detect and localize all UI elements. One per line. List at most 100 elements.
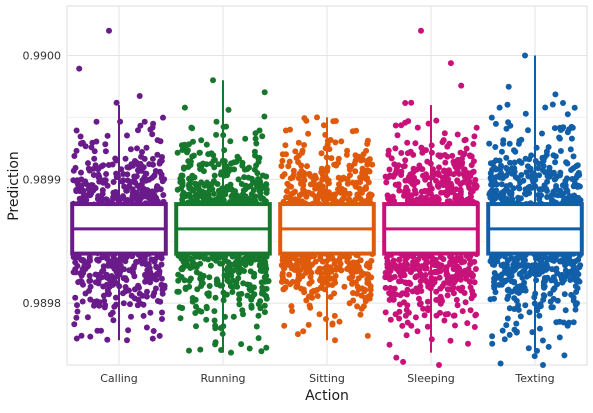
data-point: [457, 149, 464, 156]
data-point: [546, 164, 553, 171]
data-point: [215, 187, 222, 194]
data-point: [73, 187, 80, 193]
data-point: [143, 144, 150, 151]
data-point: [516, 185, 523, 192]
data-point: [198, 137, 205, 144]
data-point: [540, 296, 547, 303]
data-point: [263, 181, 270, 188]
data-point: [235, 275, 242, 282]
data-point: [472, 312, 479, 319]
data-point: [424, 279, 431, 286]
data-point: [263, 173, 270, 180]
data-point: [498, 195, 505, 202]
data-point: [564, 111, 571, 118]
data-point: [543, 148, 550, 155]
data-point: [198, 179, 205, 186]
data-point: [306, 280, 313, 287]
data-point: [135, 127, 141, 134]
data-point: [396, 301, 403, 308]
data-point: [447, 337, 454, 344]
data-point: [144, 193, 150, 200]
data-point: [447, 60, 454, 67]
data-point: [455, 285, 462, 292]
data-point: [515, 306, 522, 313]
data-point: [241, 174, 248, 181]
data-point: [71, 321, 78, 328]
data-point: [73, 314, 80, 321]
data-point: [136, 93, 143, 99]
data-point: [98, 163, 105, 170]
data-point: [557, 127, 564, 133]
data-point: [349, 272, 356, 279]
data-point: [152, 168, 159, 174]
x-tick-label: Calling: [100, 372, 138, 385]
data-point: [320, 183, 326, 190]
data-point: [175, 271, 182, 278]
data-point: [158, 261, 165, 268]
data-point: [536, 312, 543, 319]
data-point: [396, 315, 403, 322]
data-point: [91, 155, 98, 162]
data-point: [355, 153, 362, 160]
data-point: [78, 332, 85, 339]
data-point: [258, 348, 265, 355]
data-point: [332, 118, 339, 124]
data-point: [290, 167, 297, 174]
data-point: [507, 159, 513, 166]
y-tick-label: 0.9899: [23, 173, 62, 186]
data-point: [556, 318, 563, 325]
data-point: [332, 139, 339, 146]
data-point: [181, 104, 188, 111]
data-point: [409, 288, 416, 295]
data-point: [305, 130, 312, 137]
data-point: [143, 324, 150, 331]
data-point: [362, 184, 369, 191]
data-point: [499, 327, 506, 334]
data-point: [396, 308, 403, 315]
data-point: [246, 345, 253, 352]
data-point: [360, 151, 367, 158]
data-point: [458, 270, 465, 277]
x-tick-label: Running: [200, 372, 245, 385]
data-point: [346, 190, 353, 197]
data-point: [129, 193, 136, 200]
data-point: [150, 328, 157, 334]
data-point: [507, 182, 514, 188]
outlier-point: [210, 77, 216, 84]
data-point: [444, 143, 451, 150]
data-point: [304, 163, 310, 170]
data-point: [467, 284, 474, 291]
data-point: [186, 191, 193, 198]
data-point: [253, 323, 260, 330]
data-point: [517, 179, 524, 186]
data-point: [432, 276, 439, 283]
data-point: [394, 132, 401, 139]
data-point: [337, 189, 343, 195]
data-point: [95, 171, 102, 178]
data-point: [542, 104, 549, 111]
data-point: [349, 263, 356, 270]
data-point: [140, 312, 147, 319]
data-point: [213, 118, 220, 125]
data-point: [458, 82, 465, 89]
data-point: [259, 284, 266, 291]
data-point: [433, 177, 439, 184]
data-point: [393, 354, 400, 361]
data-point: [489, 333, 496, 340]
data-point: [233, 158, 240, 165]
data-point: [467, 307, 474, 314]
data-point: [408, 192, 415, 199]
data-point: [211, 164, 218, 171]
data-point: [458, 196, 465, 203]
data-point: [283, 151, 289, 158]
data-point: [576, 264, 583, 271]
data-point: [86, 287, 92, 294]
data-point: [437, 298, 444, 305]
data-point: [335, 159, 341, 166]
data-point: [295, 139, 302, 146]
y-axis-label: Prediction: [6, 151, 22, 221]
data-point: [570, 165, 577, 172]
data-point: [566, 194, 573, 201]
data-point: [124, 197, 131, 203]
data-point: [280, 286, 287, 293]
